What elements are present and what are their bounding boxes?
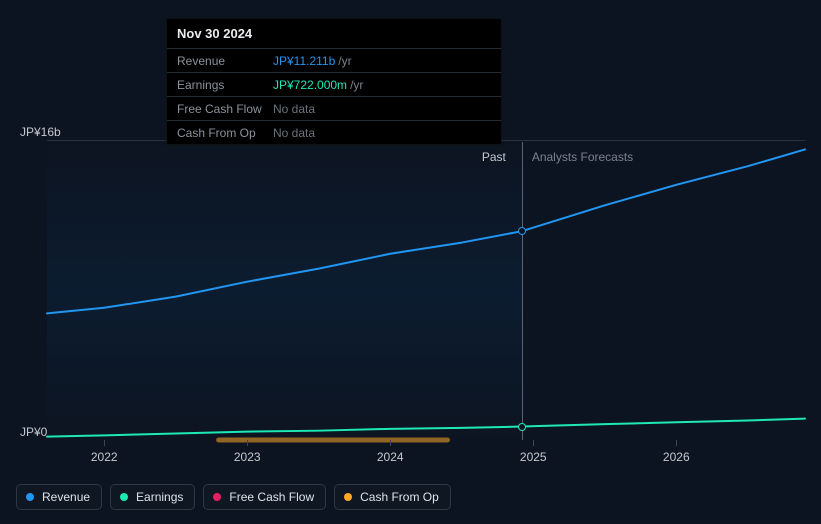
x-axis-label: 2025	[520, 450, 547, 464]
x-tick	[104, 440, 105, 446]
tooltip-unit: /yr	[350, 78, 363, 92]
tooltip-value: JP¥11.211b	[273, 54, 335, 68]
x-axis-label: 2024	[377, 450, 404, 464]
tooltip-nodata: No data	[273, 102, 315, 116]
series-line-revenue	[47, 149, 805, 313]
legend-item-revenue[interactable]: Revenue	[16, 484, 102, 510]
legend-dot-icon	[26, 493, 34, 501]
legend-item-free-cash-flow[interactable]: Free Cash Flow	[203, 484, 326, 510]
y-axis-label-min: JP¥0	[20, 425, 47, 439]
tooltip-row: EarningsJP¥722.000m/yr	[167, 73, 501, 97]
tooltip-value: JP¥722.000m	[273, 78, 347, 92]
legend-label: Cash From Op	[360, 490, 439, 504]
legend-label: Earnings	[136, 490, 183, 504]
x-axis-label: 2023	[234, 450, 261, 464]
y-axis-label-max: JP¥16b	[20, 125, 61, 139]
legend-dot-icon	[213, 493, 221, 501]
series-line-earnings	[47, 419, 805, 437]
legend-label: Revenue	[42, 490, 90, 504]
legend-dot-icon	[120, 493, 128, 501]
tooltip-key: Earnings	[177, 78, 273, 92]
tooltip-key: Free Cash Flow	[177, 102, 273, 116]
x-axis: 2022 2023 2024 2025 2026	[47, 440, 805, 470]
x-tick	[533, 440, 534, 446]
tooltip-row: RevenueJP¥11.211b/yr	[167, 49, 501, 73]
tooltip-row: Cash From OpNo data	[167, 121, 501, 144]
x-tick	[676, 440, 677, 446]
tooltip-key: Cash From Op	[177, 126, 273, 140]
marker-earnings	[518, 423, 526, 431]
tooltip-unit: /yr	[338, 54, 351, 68]
legend: Revenue Earnings Free Cash Flow Cash From O…	[16, 484, 451, 510]
chart-svg	[47, 142, 805, 440]
x-axis-label: 2026	[663, 450, 690, 464]
tooltip-date: Nov 30 2024	[167, 19, 501, 49]
tooltip-nodata: No data	[273, 126, 315, 140]
marker-revenue	[518, 227, 526, 235]
legend-item-earnings[interactable]: Earnings	[110, 484, 195, 510]
legend-label: Free Cash Flow	[229, 490, 314, 504]
x-axis-label: 2022	[91, 450, 118, 464]
legend-item-cash-from-op[interactable]: Cash From Op	[334, 484, 451, 510]
tooltip-key: Revenue	[177, 54, 273, 68]
x-tick	[247, 440, 248, 446]
tooltip: Nov 30 2024 RevenueJP¥11.211b/yrEarnings…	[166, 18, 502, 145]
x-tick	[390, 440, 391, 446]
legend-dot-icon	[344, 493, 352, 501]
tooltip-row: Free Cash FlowNo data	[167, 97, 501, 121]
